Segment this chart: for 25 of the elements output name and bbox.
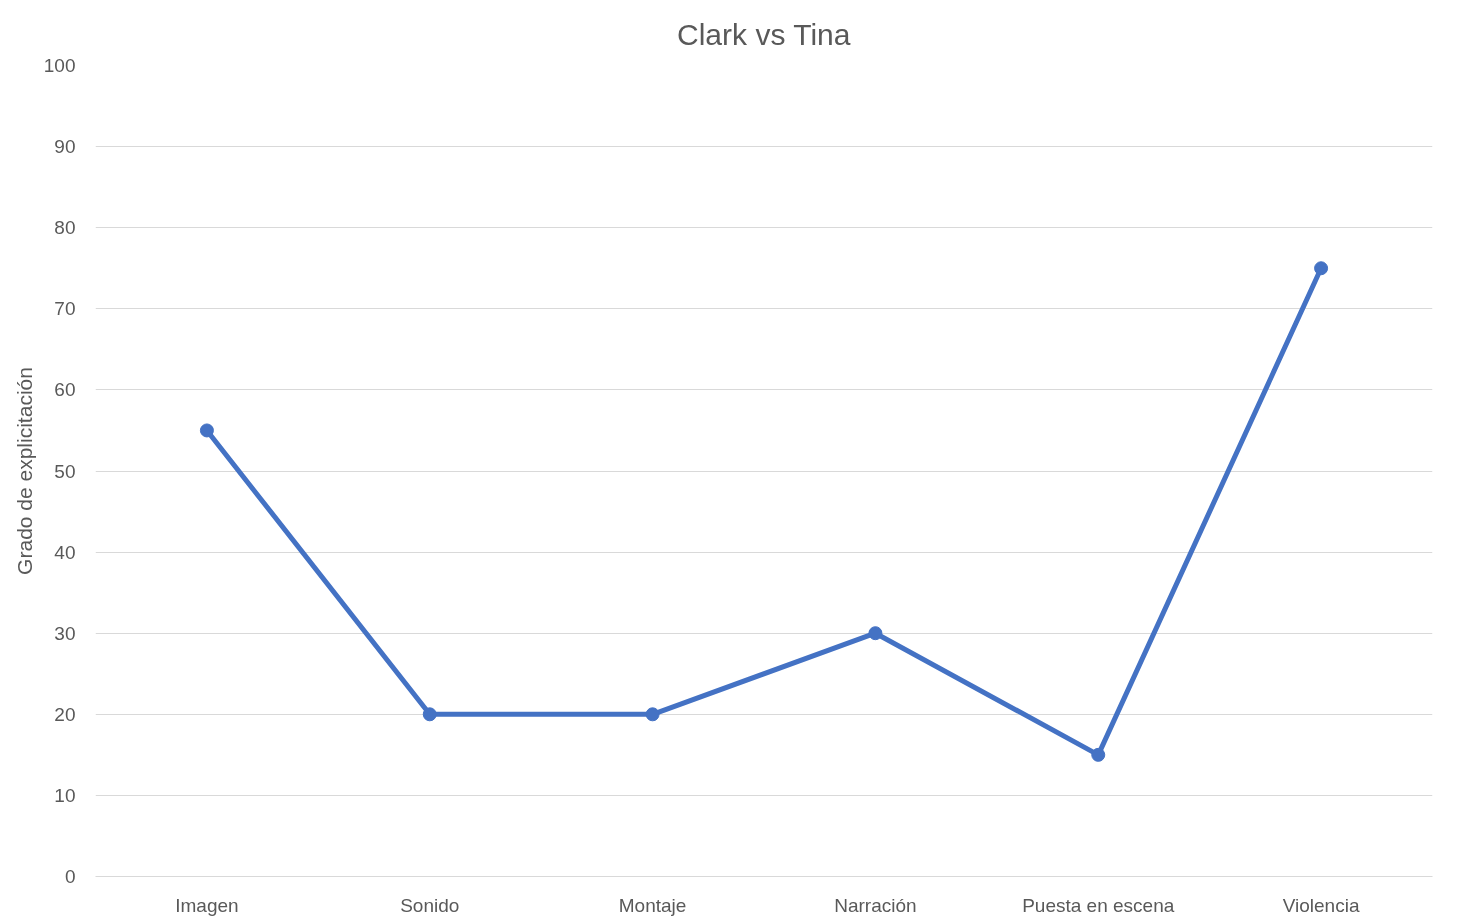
point: [422, 707, 437, 722]
y-tick-label: 20: [54, 703, 76, 725]
y-tick-label: 0: [64, 866, 76, 887]
point: [1314, 261, 1329, 276]
point: [868, 626, 883, 641]
x-tick-label: Imagen: [175, 894, 239, 916]
x-tick-label: Sonido: [400, 894, 460, 916]
x-tick-label: Montaje: [618, 894, 687, 916]
x-tick-label: Narración: [834, 894, 917, 916]
point: [645, 707, 660, 722]
y-tick-label: 90: [54, 136, 76, 158]
y-tick-label: 100: [43, 55, 76, 76]
chart-title: Clark vs Tina: [677, 17, 851, 51]
y-tick-label: 70: [54, 298, 76, 320]
y-tick-label: 40: [54, 541, 76, 563]
y-tick-label: 80: [54, 217, 76, 239]
y-tick-label: 30: [54, 622, 76, 644]
point: [1091, 747, 1106, 762]
y-axis-title: Grado de explicitación: [12, 367, 36, 575]
y-tick-label: 10: [54, 784, 76, 806]
point: [199, 423, 214, 438]
x-tick-label: Puesta en escena: [1022, 894, 1175, 916]
x-tick-label: Violencia: [1282, 894, 1360, 916]
y-tick-label: 60: [54, 379, 76, 401]
y-tick-label: 50: [54, 460, 76, 482]
